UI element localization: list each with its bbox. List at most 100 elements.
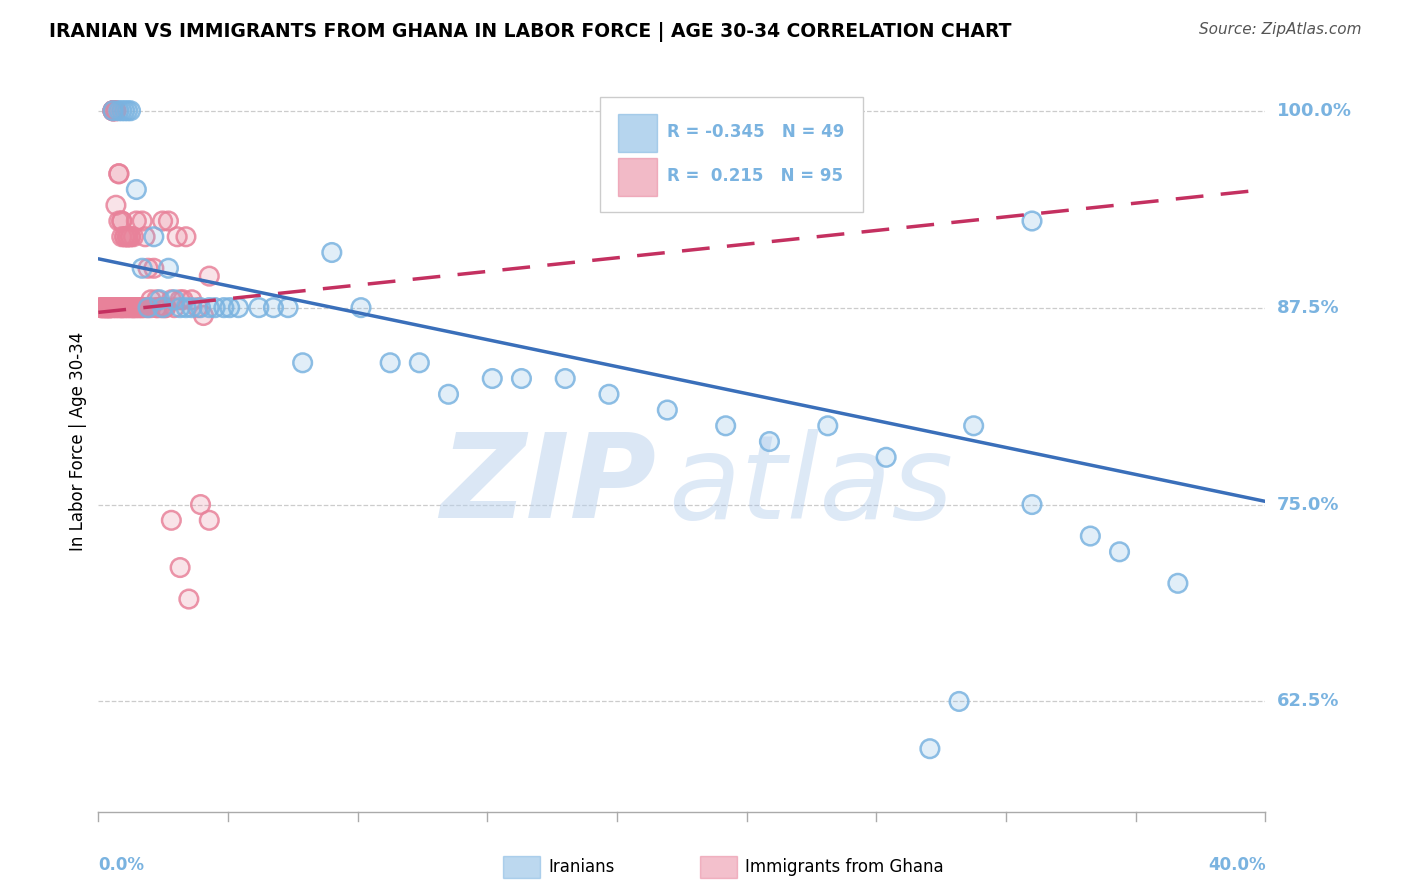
Point <box>122 301 145 315</box>
Point <box>350 301 373 315</box>
Point <box>96 301 118 315</box>
Point <box>114 103 136 118</box>
Point <box>139 301 162 315</box>
Point <box>817 418 839 433</box>
Point <box>108 301 131 315</box>
Point <box>108 103 131 118</box>
Point <box>481 371 503 385</box>
Text: IRANIAN VS IMMIGRANTS FROM GHANA IN LABOR FORCE | AGE 30-34 CORRELATION CHART: IRANIAN VS IMMIGRANTS FROM GHANA IN LABO… <box>49 22 1012 42</box>
Point <box>152 301 174 315</box>
Point <box>142 229 165 244</box>
Point <box>758 434 780 449</box>
Point <box>101 301 124 315</box>
Point <box>114 301 136 315</box>
Text: 100.0%: 100.0% <box>1277 102 1351 120</box>
Point <box>104 301 127 315</box>
Point <box>163 301 186 315</box>
Point <box>146 301 169 315</box>
Point <box>218 301 240 315</box>
Point <box>96 301 118 315</box>
Point <box>108 167 131 181</box>
Point <box>177 592 200 607</box>
Point <box>598 387 620 401</box>
Point <box>93 301 115 315</box>
Point <box>120 229 142 244</box>
Point <box>149 301 172 315</box>
Point <box>117 229 139 244</box>
Point <box>98 301 121 315</box>
Point <box>131 214 153 228</box>
Point <box>510 371 533 385</box>
Point <box>291 356 314 370</box>
Point <box>350 301 373 315</box>
Point <box>918 741 941 756</box>
Point <box>174 301 197 315</box>
Point <box>157 261 180 276</box>
Point <box>98 301 121 315</box>
Point <box>101 103 124 118</box>
Point <box>93 301 115 315</box>
Point <box>177 592 200 607</box>
Point <box>111 103 134 118</box>
Point <box>554 371 576 385</box>
Point <box>212 301 235 315</box>
Point <box>155 301 177 315</box>
Point <box>136 301 159 315</box>
Point <box>1021 498 1043 512</box>
Point <box>90 301 112 315</box>
Point <box>117 301 139 315</box>
Text: 0.0%: 0.0% <box>98 856 145 874</box>
Point <box>108 214 131 228</box>
Text: Immigrants from Ghana: Immigrants from Ghana <box>745 858 943 876</box>
Point <box>155 301 177 315</box>
Point <box>111 214 134 228</box>
Point <box>117 301 139 315</box>
Point <box>962 418 984 433</box>
Point <box>149 293 172 307</box>
Point <box>93 301 115 315</box>
Point <box>714 418 737 433</box>
Point <box>114 229 136 244</box>
Point <box>111 301 134 315</box>
Point <box>174 229 197 244</box>
Point <box>190 498 212 512</box>
Point <box>136 301 159 315</box>
Point <box>131 301 153 315</box>
Point <box>714 418 737 433</box>
Point <box>1080 529 1102 543</box>
Point <box>948 694 970 708</box>
Point <box>212 301 235 315</box>
Point <box>193 309 215 323</box>
Point <box>247 301 270 315</box>
Point <box>160 293 183 307</box>
Point <box>111 229 134 244</box>
Point <box>139 301 162 315</box>
Text: ZIP: ZIP <box>440 428 657 543</box>
Point <box>114 229 136 244</box>
Point <box>198 269 221 284</box>
Point <box>228 301 250 315</box>
Point <box>948 694 970 708</box>
Point <box>190 301 212 315</box>
Point <box>120 301 142 315</box>
Point <box>198 301 221 315</box>
Point <box>96 301 118 315</box>
Point <box>163 293 186 307</box>
Point <box>111 301 134 315</box>
Text: 40.0%: 40.0% <box>1208 856 1265 874</box>
Point <box>169 293 191 307</box>
Point <box>131 301 153 315</box>
Text: 75.0%: 75.0% <box>1277 496 1339 514</box>
Point <box>131 301 153 315</box>
Point <box>190 498 212 512</box>
Point <box>117 229 139 244</box>
Point <box>163 293 186 307</box>
Point <box>93 301 115 315</box>
Point <box>120 301 142 315</box>
Point <box>96 301 118 315</box>
Point <box>104 103 127 118</box>
Text: 87.5%: 87.5% <box>1277 299 1339 317</box>
Point <box>657 403 679 417</box>
Text: Iranians: Iranians <box>548 858 614 876</box>
Point <box>131 261 153 276</box>
